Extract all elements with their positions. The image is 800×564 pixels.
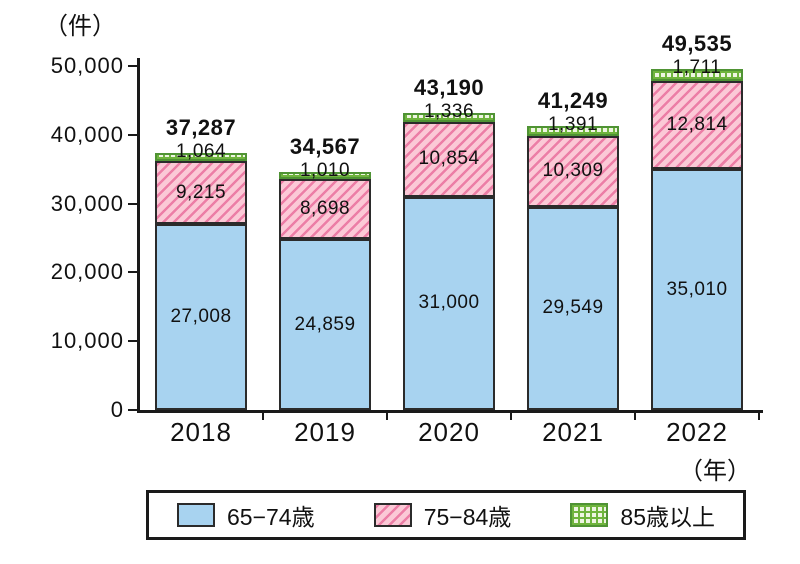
bar-segment — [403, 122, 495, 197]
y-tick-mark — [128, 271, 137, 274]
x-axis-unit-label: （年） — [679, 458, 751, 485]
segment-value-label: 8,698 — [299, 198, 351, 220]
bar-segment — [279, 172, 371, 180]
bar-total-label: 43,190 — [413, 74, 485, 100]
segment-value-label: 24,859 — [294, 313, 356, 335]
segment-value-label: 35,010 — [666, 278, 728, 300]
legend-label: 65−74歳 — [227, 504, 315, 530]
y-tick-label: 20,000 — [50, 259, 124, 285]
y-tick-mark — [128, 65, 137, 67]
y-tick-label: 30,000 — [50, 190, 124, 216]
x-tick-mark — [510, 413, 512, 420]
segment-value-label: 1,010 — [299, 160, 351, 182]
bar-segment — [279, 238, 371, 410]
y-tick-mark — [128, 133, 137, 136]
legend-swatch — [177, 503, 215, 527]
bar-segment — [279, 179, 371, 239]
segment-value-label: 10,854 — [418, 148, 480, 170]
x-tick-mark — [758, 413, 760, 420]
bar-total-label: 41,249 — [537, 88, 609, 114]
legend: 65−74歳 75−84歳 85歳以上 — [146, 490, 746, 540]
segment-value-label: 1,336 — [423, 100, 475, 122]
bar-group-2022: 35,010 12,814 1,711 49,535 — [635, 31, 759, 410]
segment-value-label: 1,064 — [175, 141, 227, 163]
segment-value-label: 9,215 — [175, 181, 227, 203]
x-tick-label: 2022 — [666, 417, 728, 447]
segment-value-label: 31,000 — [418, 292, 480, 314]
bar-segment — [527, 206, 619, 410]
legend-item: 75−84歳 — [373, 498, 512, 532]
y-tick-label: 10,000 — [50, 328, 124, 354]
segment-value-label: 27,008 — [170, 306, 232, 328]
x-tick-mark — [262, 413, 264, 420]
y-tick-label: 0 — [110, 397, 124, 422]
x-tick-mark — [386, 413, 388, 420]
x-axis-line — [137, 410, 763, 413]
segment-value-label: 12,814 — [666, 114, 728, 136]
bar-group-2020: 31,000 10,854 1,336 43,190 — [387, 66, 511, 410]
bar-group-2018: 27,008 9,215 1,064 37,287 — [139, 66, 263, 410]
segment-value-label: 1,711 — [672, 57, 722, 79]
bars-layer: 27,008 9,215 1,064 37,287 24,859 8,698 1,010 34… — [139, 31, 759, 410]
legend-swatch — [570, 503, 609, 527]
legend-label: 75−84歳 — [423, 504, 512, 530]
x-tick-mark — [634, 413, 636, 420]
segment-value-label: 10,309 — [542, 160, 604, 182]
bar-segment — [155, 160, 247, 225]
bar-total-label: 34,567 — [289, 134, 361, 160]
bar-total-label: 49,535 — [661, 31, 733, 57]
bar-group-2019: 24,859 8,698 1,010 34,567 — [263, 66, 387, 410]
legend-item: 65−74歳 — [177, 498, 315, 532]
bar-segment — [527, 135, 619, 207]
legend-item: 85歳以上 — [570, 498, 715, 532]
legend-swatch — [373, 503, 412, 527]
x-tick-label: 2019 — [294, 417, 356, 447]
y-tick-label: 40,000 — [50, 121, 124, 147]
y-tick-mark — [128, 202, 137, 205]
segment-value-label: 29,549 — [542, 297, 604, 319]
bar-segment — [403, 112, 495, 123]
bar-group-2021: 29,549 10,309 1,391 41,249 — [511, 66, 635, 410]
bar-segment — [155, 224, 247, 410]
bar-segment — [527, 126, 619, 136]
x-tick-label: 2018 — [170, 417, 232, 447]
y-axis-line — [137, 58, 140, 413]
y-tick-mark — [128, 340, 137, 343]
bar-segment — [155, 153, 247, 161]
bar-segment — [651, 69, 743, 81]
bar-segment — [651, 169, 743, 410]
y-axis-unit-label: （件） — [44, 13, 116, 40]
bar-segment — [403, 196, 495, 410]
bar-total-label: 37,287 — [165, 115, 237, 141]
legend-label: 85歳以上 — [620, 504, 715, 530]
y-tick-label: 50,000 — [50, 53, 124, 78]
y-tick-mark — [128, 409, 137, 411]
segment-value-label: 1,391 — [547, 114, 599, 136]
x-tick-label: 2020 — [418, 417, 480, 447]
bar-segment — [651, 80, 743, 170]
x-tick-label: 2021 — [542, 417, 604, 447]
